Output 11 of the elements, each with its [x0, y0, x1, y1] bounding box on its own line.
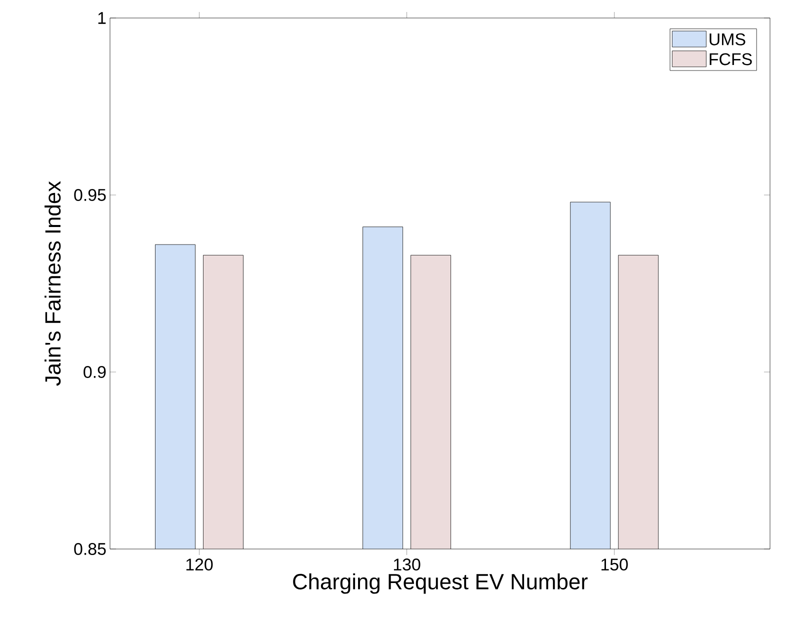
- x-tick-label: 150: [602, 558, 628, 571]
- y-tick-label: 0.85: [74, 543, 106, 555]
- legend-label: UMS: [710, 33, 746, 46]
- y-tick-label: 0.9: [84, 366, 106, 378]
- legend-label: FCFS: [710, 53, 752, 66]
- y-tick-label: 1: [98, 12, 106, 24]
- y-tick-label: 0.95: [74, 189, 106, 201]
- x-tick-label: 120: [186, 558, 213, 571]
- y-axis-title: Jain's Fairness Index: [44, 181, 61, 386]
- x-axis-title: Charging Request EV Number: [293, 573, 588, 594]
- x-tick-label: 130: [394, 558, 420, 571]
